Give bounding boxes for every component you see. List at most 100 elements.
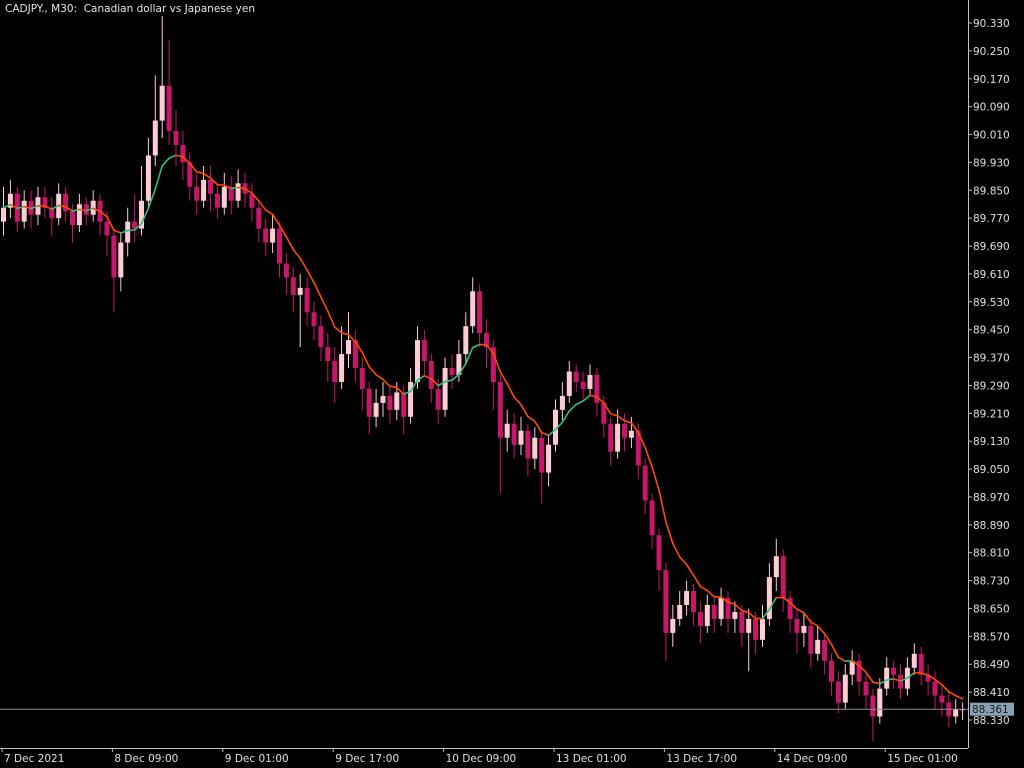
candle [408,368,414,424]
candle-body [359,368,365,389]
candle [856,653,862,696]
candles-layer [1,16,966,741]
candle [697,601,703,644]
candle-body [449,368,455,375]
candle-body [125,221,131,243]
candle [28,190,34,229]
candle-body [587,374,593,389]
candle-body [214,193,220,208]
moving-average-segment [189,162,198,173]
candle [718,587,724,626]
candle-body [428,361,434,389]
moving-average-segment [326,310,336,328]
candle-body [635,430,641,466]
candle-body [394,392,400,410]
candle-body [891,667,897,675]
moving-average-segment [106,215,115,232]
candle [656,528,662,592]
candle-body [939,695,945,703]
candle [14,186,20,233]
candle [263,218,269,257]
candle-body [511,423,517,445]
moving-average-segment [244,188,253,194]
candle [794,608,800,654]
moving-average-segment [202,172,212,179]
candle-body [366,388,372,417]
candle-body [566,371,572,396]
candle-body [408,381,414,417]
candle-body [470,291,476,327]
moving-average-segment [85,207,94,212]
moving-average-segment [740,609,750,614]
y-tick-label: 89.610 [973,269,1010,281]
moving-average-segment [271,213,281,227]
moving-average-segment [706,589,716,598]
candle-body [801,625,807,633]
moving-average-segment [133,222,143,231]
candle-body [187,162,193,187]
moving-average-segment [444,379,453,383]
y-tick-label: 90.330 [973,18,1010,30]
candle-body [829,660,834,682]
moving-average-segment [796,608,805,614]
candle [642,458,648,515]
candle-body [339,354,345,382]
candle [56,183,62,226]
moving-average-segment [464,346,474,365]
moving-average-segment [533,420,543,434]
candle [180,131,186,180]
moving-average-segment [402,390,412,395]
candle [622,413,627,452]
moving-average-segment [830,643,840,659]
moving-average-segment [554,421,564,431]
moving-average-segment [478,343,488,346]
x-tick-label: 13 Dec 01:00 [556,753,627,765]
candle-body [221,186,227,208]
candle-body [835,681,841,703]
candle-body [656,535,662,571]
moving-average-segment [699,585,709,592]
candle [725,591,731,633]
candle-body [601,402,607,424]
candle [221,172,227,215]
moving-average-segment [823,632,833,646]
candle [960,702,966,720]
candle [704,594,710,633]
candle-body [649,500,655,536]
moving-average-segment [602,402,612,415]
moving-average-segment [609,412,619,417]
candle [201,165,207,208]
candle [470,277,476,334]
candle [477,284,483,348]
candle [932,671,938,710]
candle [566,361,572,403]
candle-body [608,423,614,452]
moving-average-segment [561,410,571,423]
moving-average-segment [2,203,12,209]
y-tick-label: 88.810 [973,548,1010,560]
moving-average-segment [920,672,929,676]
moving-average-segment [64,206,74,212]
candle-body [691,591,696,612]
candle-body [594,374,600,403]
candle [352,329,358,382]
moving-average-segment [71,208,81,212]
candle [7,179,13,219]
moving-average-segment [851,660,860,667]
moving-average-segment [361,351,371,368]
moving-average-segment [678,556,688,566]
moving-average-segment [9,203,19,210]
candle-body [270,228,276,243]
candle-body [435,388,441,410]
moving-average-segment [658,489,667,523]
candle-body [49,207,55,219]
moving-average-segment [547,428,557,437]
candle [297,273,303,348]
candle-body [63,193,69,212]
moving-average-segment [685,563,695,576]
candle [1,186,6,236]
candle-body [7,193,13,208]
moving-average-segment [354,341,364,354]
moving-average-segment [292,248,302,259]
